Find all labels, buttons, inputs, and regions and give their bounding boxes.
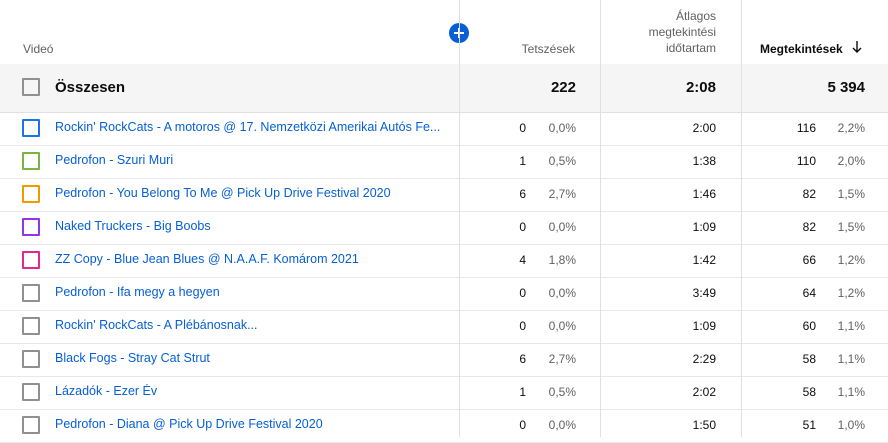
- row-checkbox[interactable]: [22, 350, 40, 368]
- avg-duration-column-header[interactable]: Átlagos megtekintési időtartam: [596, 8, 716, 56]
- total-avg-duration: 2:08: [685, 79, 716, 96]
- row-checkbox[interactable]: [22, 317, 40, 335]
- likes-count: 1: [519, 154, 526, 168]
- likes-percent: 0,0%: [548, 319, 576, 333]
- row-checkbox[interactable]: [22, 383, 40, 401]
- likes-percent: 0,0%: [548, 121, 576, 135]
- total-likes: 222: [550, 79, 576, 96]
- avg-duration-header-line3: időtartam: [665, 41, 716, 55]
- video-title-link[interactable]: Rockin' RockCats - A Plébánosnak...: [55, 318, 258, 332]
- likes-count: 4: [519, 253, 526, 267]
- video-title-link[interactable]: Rockin' RockCats - A motoros @ 17. Nemze…: [55, 120, 441, 134]
- table-header: Videó Tetszések Átlagos megtekintési idő…: [0, 0, 888, 65]
- avg-duration: 1:46: [692, 187, 716, 201]
- likes-percent: 1,8%: [548, 253, 576, 267]
- avg-duration: 1:42: [692, 253, 716, 267]
- views-percent: 1,1%: [837, 385, 865, 399]
- avg-duration: 2:02: [692, 385, 716, 399]
- row-checkbox[interactable]: [22, 251, 40, 269]
- table-row: Rockin' RockCats - A Plébánosnak... 0 0,…: [0, 310, 888, 344]
- avg-duration: 3:49: [692, 286, 716, 300]
- table-row: Pedrofon - Szuri Muri 1 0,5% 1:38 110 2,…: [0, 145, 888, 179]
- views-percent: 1,2%: [837, 286, 865, 300]
- views-percent: 1,5%: [837, 220, 865, 234]
- likes-percent: 0,5%: [548, 154, 576, 168]
- table-row: Pedrofon - Ifa megy a hegyen 0 0,0% 3:49…: [0, 277, 888, 311]
- table-row: Pedrofon - You Belong To Me @ Pick Up Dr…: [0, 178, 888, 212]
- video-title-link[interactable]: Pedrofon - Szuri Muri: [55, 153, 174, 167]
- likes-percent: 2,7%: [548, 187, 576, 201]
- row-checkbox[interactable]: [22, 218, 40, 236]
- likes-count: 6: [519, 187, 526, 201]
- avg-duration: 1:38: [692, 154, 716, 168]
- views-count: 51: [802, 418, 816, 432]
- video-title-link[interactable]: Naked Truckers - Big Boobs: [55, 219, 211, 233]
- video-title-link[interactable]: Pedrofon - Diana @ Pick Up Drive Festiva…: [55, 417, 323, 431]
- views-column-header[interactable]: Megtekintések: [760, 42, 843, 56]
- row-checkbox[interactable]: [22, 284, 40, 302]
- video-title-link[interactable]: Lázadók - Ezer Év: [55, 384, 158, 398]
- total-views: 5 394: [827, 79, 865, 96]
- likes-percent: 0,5%: [548, 385, 576, 399]
- video-title-link[interactable]: ZZ Copy - Blue Jean Blues @ N.A.A.F. Kom…: [55, 252, 359, 266]
- video-title-link[interactable]: Black Fogs - Stray Cat Strut: [55, 351, 210, 365]
- total-label: Összesen: [55, 79, 126, 96]
- views-percent: 1,5%: [837, 187, 865, 201]
- avg-duration: 1:09: [692, 319, 716, 333]
- table-row: Black Fogs - Stray Cat Strut 6 2,7% 2:29…: [0, 343, 888, 377]
- avg-duration: 2:29: [692, 352, 716, 366]
- likes-count: 0: [519, 286, 526, 300]
- views-count: 60: [802, 319, 816, 333]
- views-percent: 1,0%: [837, 418, 865, 432]
- table-row: Rockin' RockCats - A motoros @ 17. Nemze…: [0, 112, 888, 146]
- views-count: 58: [802, 352, 816, 366]
- row-checkbox[interactable]: [22, 416, 40, 434]
- likes-count: 1: [519, 385, 526, 399]
- likes-percent: 2,7%: [548, 352, 576, 366]
- avg-duration: 1:09: [692, 220, 716, 234]
- row-checkbox[interactable]: [22, 119, 40, 137]
- views-count: 110: [796, 154, 816, 168]
- row-checkbox[interactable]: [22, 185, 40, 203]
- avg-duration: 1:50: [692, 418, 716, 432]
- video-title-link[interactable]: Pedrofon - Ifa megy a hegyen: [55, 285, 220, 299]
- likes-percent: 0,0%: [548, 286, 576, 300]
- views-percent: 2,2%: [837, 121, 865, 135]
- likes-count: 0: [519, 220, 526, 234]
- views-percent: 1,1%: [837, 352, 865, 366]
- likes-count: 0: [519, 418, 526, 432]
- arrow-down-icon[interactable]: [852, 40, 862, 54]
- views-count: 82: [802, 220, 816, 234]
- row-checkbox[interactable]: [22, 152, 40, 170]
- video-title-link[interactable]: Pedrofon - You Belong To Me @ Pick Up Dr…: [55, 186, 391, 200]
- views-percent: 1,1%: [837, 319, 865, 333]
- table-row: Pedrofon - Diana @ Pick Up Drive Festiva…: [0, 409, 888, 443]
- table-row: Lázadók - Ezer Év 1 0,5% 2:02 58 1,1%: [0, 376, 888, 410]
- likes-percent: 0,0%: [548, 418, 576, 432]
- column-divider: [741, 0, 742, 437]
- likes-column-header[interactable]: Tetszések: [521, 42, 575, 56]
- views-count: 58: [802, 385, 816, 399]
- likes-count: 0: [519, 319, 526, 333]
- views-count: 116: [796, 121, 816, 135]
- select-all-checkbox[interactable]: [22, 78, 40, 96]
- total-row: Összesen 222 2:08 5 394: [0, 64, 888, 113]
- likes-count: 6: [519, 352, 526, 366]
- views-count: 82: [802, 187, 816, 201]
- views-count: 66: [802, 253, 816, 267]
- avg-duration-header-line1: Átlagos: [675, 9, 716, 23]
- column-divider: [459, 0, 460, 437]
- likes-percent: 0,0%: [548, 220, 576, 234]
- column-divider: [600, 0, 601, 437]
- table-row: ZZ Copy - Blue Jean Blues @ N.A.A.F. Kom…: [0, 244, 888, 278]
- views-count: 64: [802, 286, 816, 300]
- video-column-header[interactable]: Videó: [23, 42, 54, 56]
- table-row: Naked Truckers - Big Boobs 0 0,0% 1:09 8…: [0, 211, 888, 245]
- views-percent: 1,2%: [837, 253, 865, 267]
- views-percent: 2,0%: [837, 154, 865, 168]
- avg-duration: 2:00: [692, 121, 716, 135]
- likes-count: 0: [519, 121, 526, 135]
- avg-duration-header-line2: megtekintési: [648, 25, 716, 39]
